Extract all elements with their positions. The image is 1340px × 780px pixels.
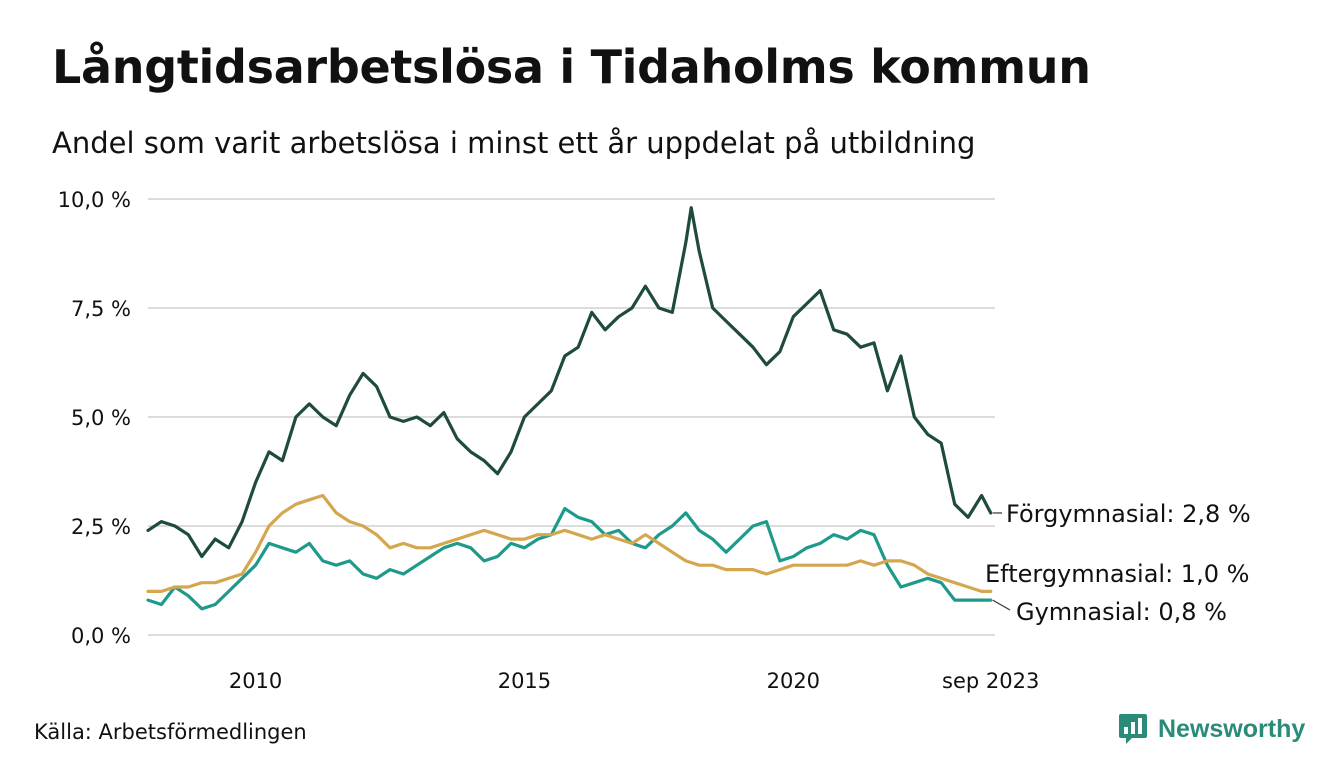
y-tick-label: 5,0 % [71, 406, 131, 430]
newsworthy-logo-icon [1119, 714, 1147, 744]
series-line-eftergymnasial [146, 493, 993, 594]
series-line-förgymnasial [146, 206, 993, 559]
series-lines [146, 206, 993, 611]
x-tick-label: sep 2023 [942, 669, 1039, 693]
x-tick-label: 2020 [767, 669, 820, 693]
grid-lines [148, 198, 995, 636]
end-label-eftergymnasial: Eftergymnasial: 1,0 % [985, 560, 1249, 588]
chart-subtitle: Andel som varit arbetslösa i minst ett å… [52, 126, 976, 160]
series-line-gymnasial [146, 507, 993, 611]
brand-logo: Newsworthy [1118, 712, 1305, 746]
x-tick-label: 2015 [498, 669, 551, 693]
y-tick-label: 10,0 % [58, 188, 131, 212]
source-note: Källa: Arbetsförmedlingen [34, 720, 307, 744]
x-tick-label: 2010 [229, 669, 282, 693]
y-tick-label: 0,0 % [71, 624, 131, 648]
y-axis-ticks: 0,0 % 2,5 % 5,0 % 7,5 % 10,0 % [58, 188, 131, 648]
chart-title: Långtidsarbetslösa i Tidaholms kommun [52, 40, 1091, 94]
x-axis-ticks: 2010 2015 2020 sep 2023 [229, 669, 1040, 693]
brand-name: Newsworthy [1158, 714, 1306, 743]
label-connector-gymnasial [992, 599, 1011, 611]
y-tick-label: 2,5 % [71, 515, 131, 539]
end-label-förgymnasial: Förgymnasial: 2,8 % [1006, 500, 1251, 528]
y-tick-label: 7,5 % [71, 297, 131, 321]
end-label-gymnasial: Gymnasial: 0,8 % [1016, 598, 1227, 626]
line-chart: 0,0 % 2,5 % 5,0 % 7,5 % 10,0 % 2010 2015 2020 s… [58, 188, 1251, 693]
series-end-labels: Förgymnasial: 2,8 % Gymnasial: 0,8 % Efter… [985, 500, 1251, 626]
